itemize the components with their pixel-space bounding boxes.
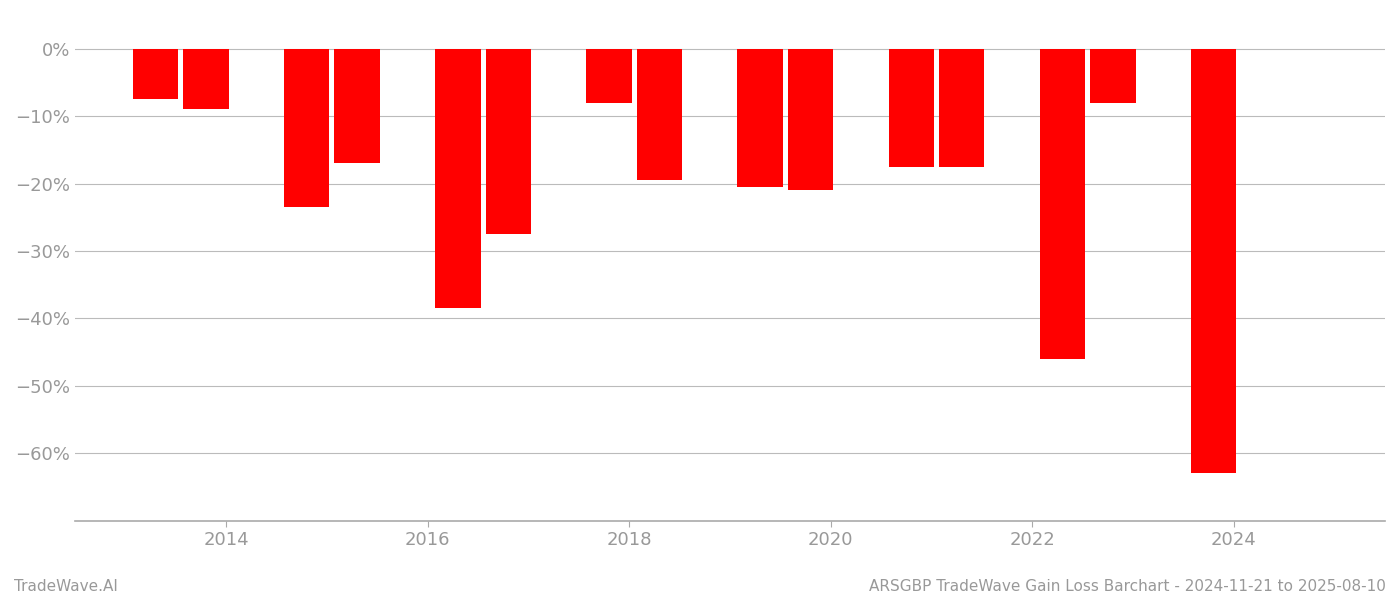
Bar bbox=[889, 49, 934, 167]
Text: TradeWave.AI: TradeWave.AI bbox=[14, 579, 118, 594]
Bar bbox=[738, 49, 783, 187]
Bar bbox=[133, 49, 178, 99]
Bar bbox=[939, 49, 984, 167]
Bar bbox=[284, 49, 329, 207]
Bar bbox=[1191, 49, 1236, 473]
Bar bbox=[788, 49, 833, 190]
Bar bbox=[1091, 49, 1135, 103]
Bar bbox=[1040, 49, 1085, 359]
Bar bbox=[486, 49, 531, 234]
Bar bbox=[335, 49, 379, 163]
Bar bbox=[637, 49, 682, 180]
Bar bbox=[587, 49, 631, 103]
Bar bbox=[183, 49, 228, 109]
Text: ARSGBP TradeWave Gain Loss Barchart - 2024-11-21 to 2025-08-10: ARSGBP TradeWave Gain Loss Barchart - 20… bbox=[869, 579, 1386, 594]
Bar bbox=[435, 49, 480, 308]
